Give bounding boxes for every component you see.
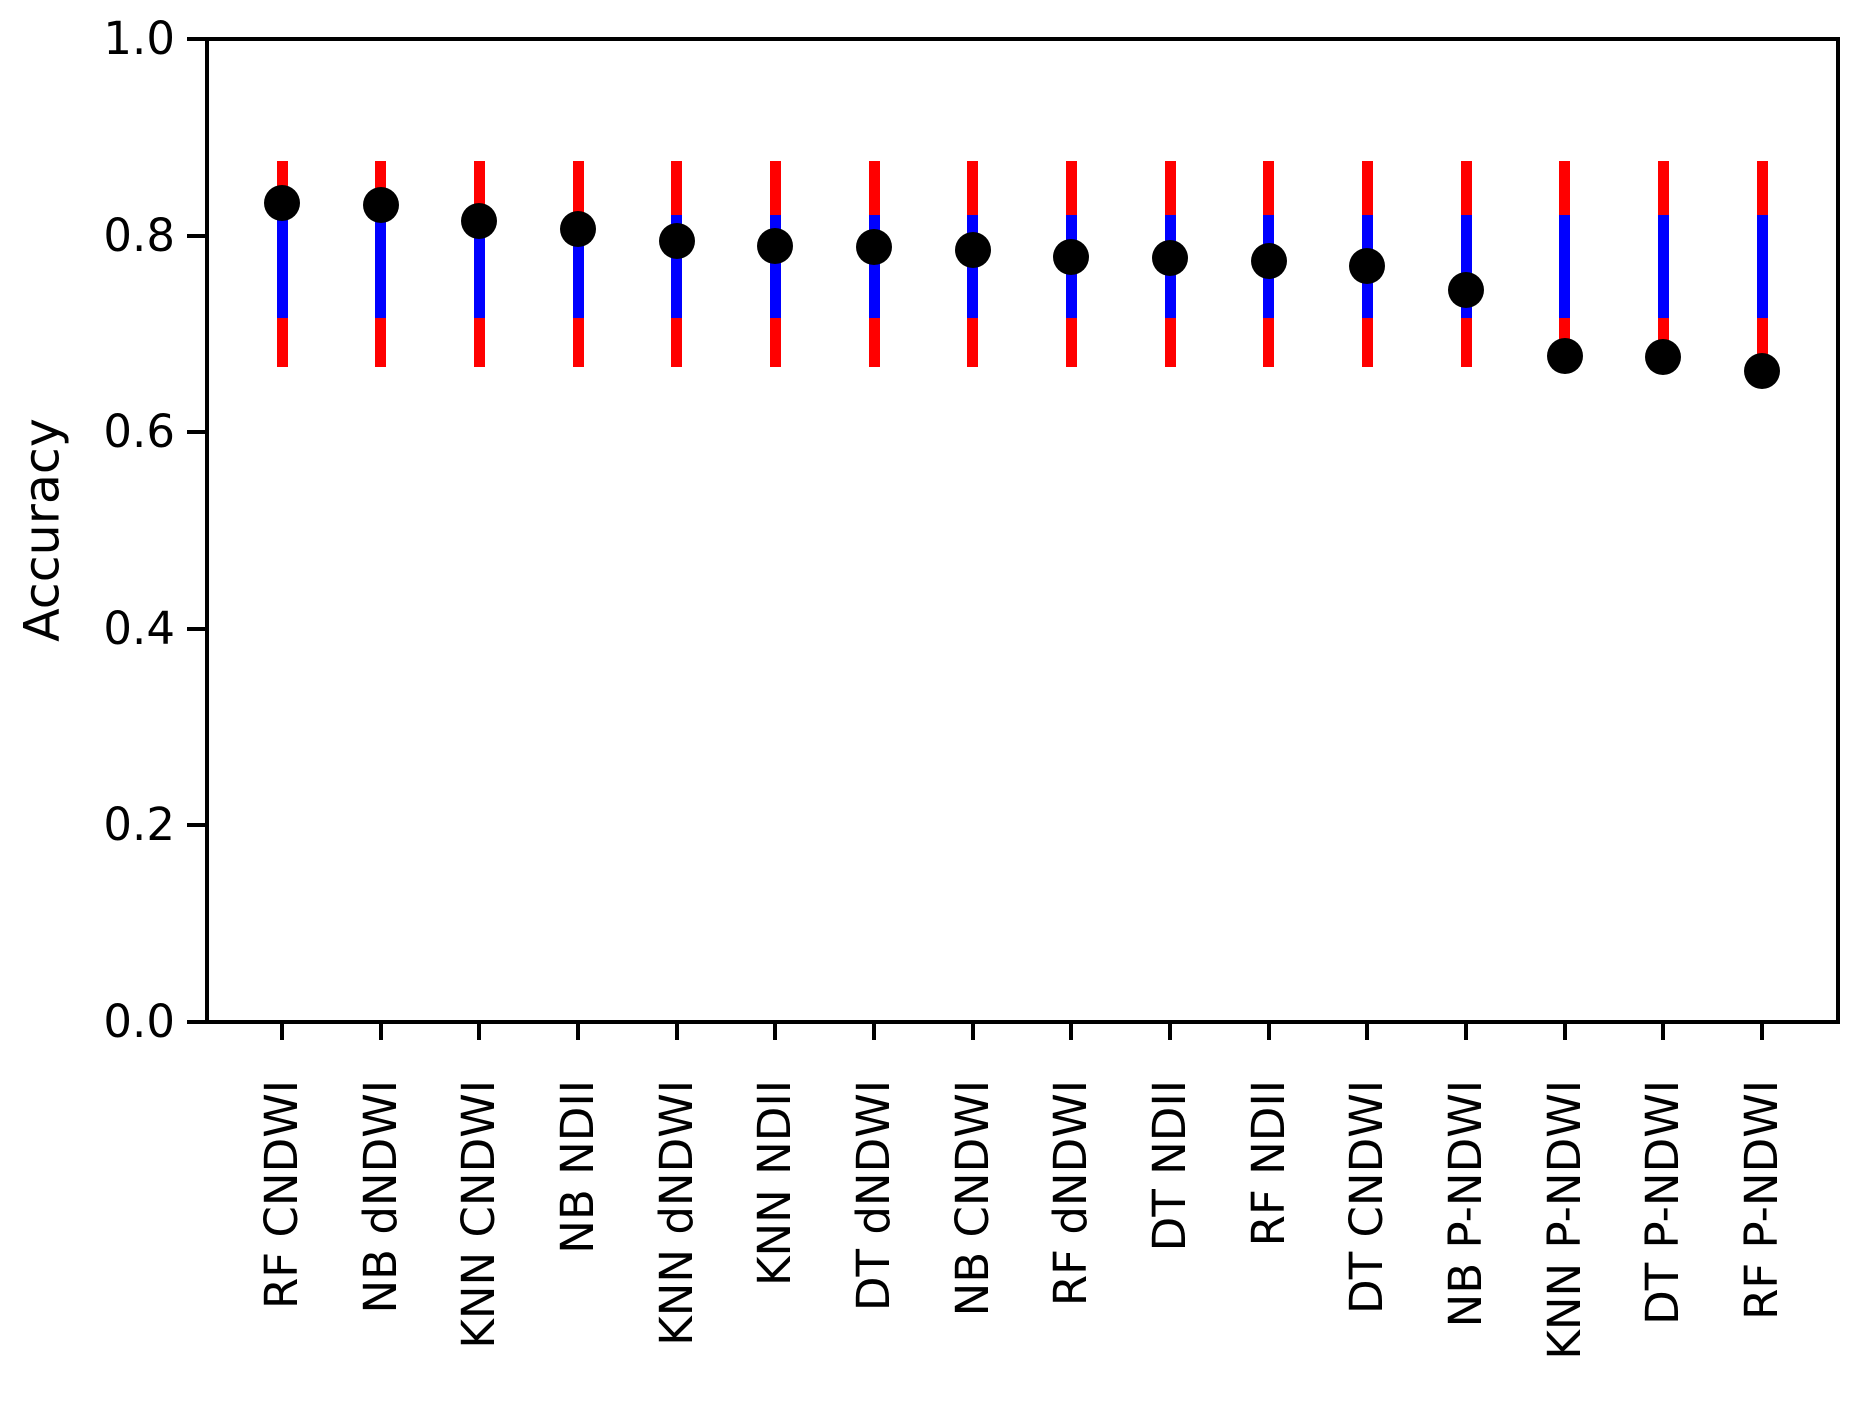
x-axis-tick bbox=[1760, 1022, 1764, 1040]
error-bar-inner bbox=[1657, 214, 1669, 319]
x-axis-tick bbox=[970, 1022, 975, 1040]
x-axis-tick-label: DT P-NDWI bbox=[1636, 1080, 1690, 1325]
x-axis-tick bbox=[280, 1022, 284, 1040]
x-axis-tick bbox=[477, 1022, 482, 1040]
x-axis-tick-label: KNN P-NDWI bbox=[1537, 1080, 1591, 1360]
x-axis-tick bbox=[1661, 1022, 1666, 1040]
x-axis-tick-label: RF P-NDWI bbox=[1735, 1080, 1788, 1320]
y-axis-tick bbox=[187, 823, 205, 828]
error-bar-inner bbox=[1460, 214, 1472, 319]
x-axis-tick bbox=[1464, 1022, 1468, 1040]
x-axis-tick-label: NB NDII bbox=[551, 1080, 604, 1254]
y-axis-tick bbox=[187, 233, 205, 238]
error-bar-inner bbox=[1756, 214, 1768, 319]
y-axis-tick-label: 0.4 bbox=[103, 601, 175, 655]
data-point-dot bbox=[461, 202, 498, 239]
data-point-dot bbox=[1152, 240, 1188, 277]
y-axis-tick-label: 1.0 bbox=[103, 12, 175, 65]
error-bar-inner bbox=[1559, 214, 1571, 319]
error-bar-inner bbox=[473, 214, 485, 319]
data-point-dot bbox=[560, 210, 596, 247]
x-axis-tick-label: RF CNDWI bbox=[255, 1080, 308, 1309]
x-axis-tick bbox=[1168, 1022, 1172, 1040]
x-axis-tick-label: DT CNDWI bbox=[1340, 1080, 1394, 1314]
data-point-dot bbox=[1645, 338, 1682, 375]
x-axis-tick-label: KNN NDII bbox=[748, 1080, 802, 1286]
x-axis-tick bbox=[378, 1022, 383, 1040]
error-bar-inner bbox=[769, 214, 781, 319]
data-point-dot bbox=[757, 228, 794, 265]
x-axis-tick bbox=[1562, 1022, 1567, 1040]
y-axis-tick-label: 0.0 bbox=[103, 995, 175, 1048]
x-axis-tick-label: NB CNDWI bbox=[945, 1080, 999, 1317]
x-axis-tick-label: DT dNDWI bbox=[847, 1080, 900, 1312]
data-point-dot bbox=[1744, 353, 1780, 390]
y-axis-tick bbox=[187, 37, 205, 41]
y-axis-tick bbox=[187, 626, 205, 631]
error-bar-inner bbox=[375, 214, 387, 319]
x-axis-tick bbox=[674, 1022, 679, 1040]
data-point-dot bbox=[954, 232, 991, 269]
data-point-dot bbox=[362, 187, 399, 224]
data-point-dot bbox=[1250, 243, 1287, 280]
x-axis-tick-label: KNN CNDWI bbox=[452, 1080, 506, 1349]
data-point-dot bbox=[856, 229, 892, 266]
x-axis-tick bbox=[773, 1022, 778, 1040]
error-bar-inner bbox=[276, 214, 288, 319]
x-axis-tick-label: KNN dNDWI bbox=[649, 1080, 703, 1346]
x-axis-tick bbox=[1266, 1022, 1271, 1040]
data-point-dot bbox=[1448, 271, 1484, 308]
y-axis-tick bbox=[187, 1020, 205, 1024]
x-axis-tick-label: RF dNDWI bbox=[1044, 1080, 1098, 1307]
x-axis-tick bbox=[576, 1022, 580, 1040]
data-point-dot bbox=[264, 185, 300, 222]
x-axis-tick bbox=[1069, 1022, 1074, 1040]
x-axis-tick-label: RF NDII bbox=[1241, 1080, 1295, 1247]
error-bar-inner bbox=[572, 214, 584, 319]
data-point-dot bbox=[1546, 337, 1583, 374]
y-axis-tick bbox=[187, 430, 205, 435]
x-axis-tick bbox=[872, 1022, 876, 1040]
x-axis-tick-label: DT NDII bbox=[1143, 1080, 1196, 1252]
x-axis-tick-label: NB dNDWI bbox=[353, 1080, 407, 1314]
y-axis-tick-label: 0.8 bbox=[103, 208, 175, 262]
data-point-dot bbox=[1053, 239, 1090, 276]
error-bar-inner bbox=[671, 214, 683, 319]
y-axis-tick-label: 0.2 bbox=[103, 798, 175, 852]
y-axis-tick-label: 0.6 bbox=[103, 405, 175, 459]
error-bar-inner bbox=[868, 214, 880, 319]
plot-area bbox=[205, 37, 1840, 1024]
x-axis-tick-label: NB P-NDWI bbox=[1439, 1080, 1492, 1328]
x-axis-tick bbox=[1365, 1022, 1370, 1040]
data-point-dot bbox=[1349, 248, 1386, 285]
data-point-dot bbox=[658, 222, 695, 259]
